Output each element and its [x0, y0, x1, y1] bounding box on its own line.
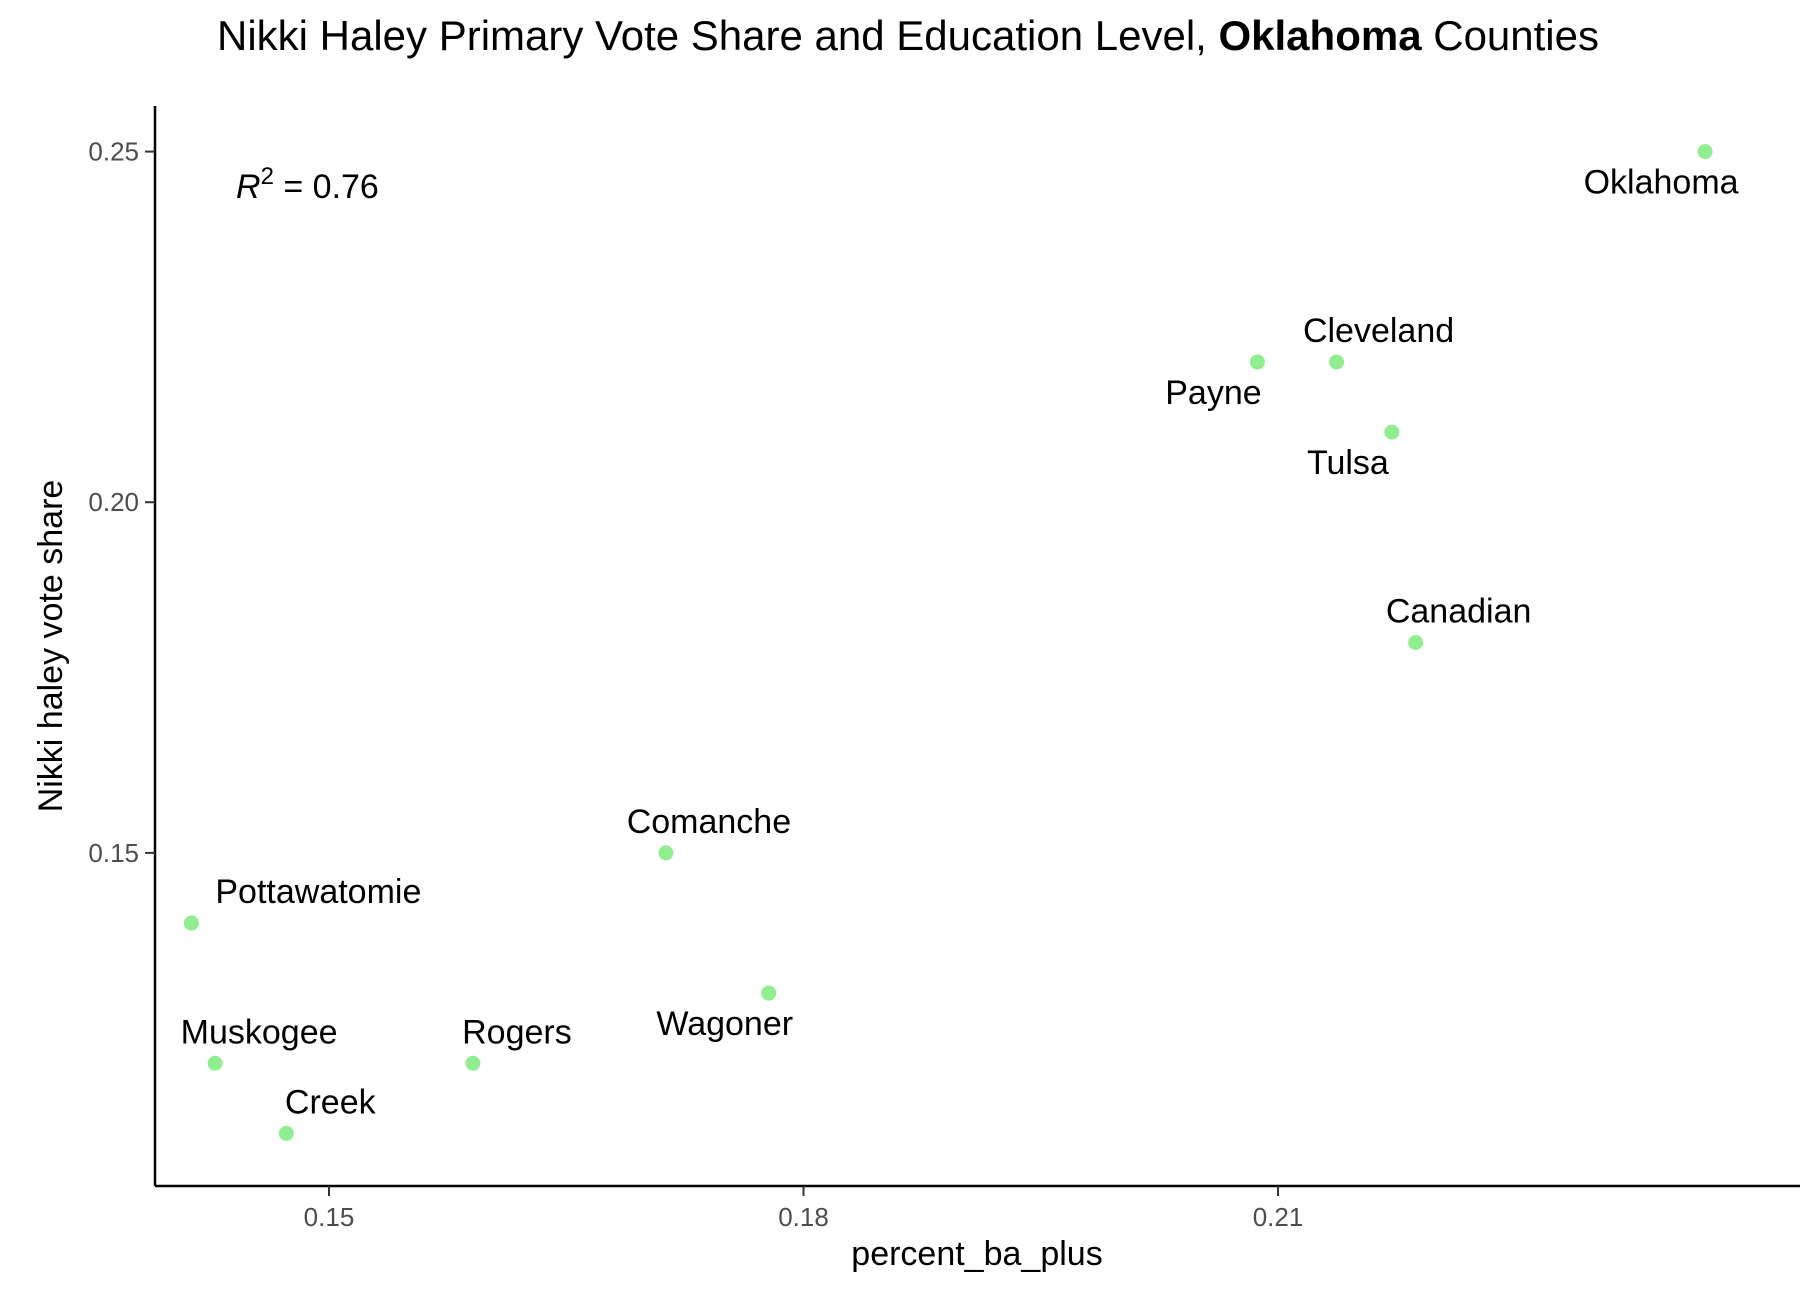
r-squared-value: = 0.76 [274, 168, 379, 206]
scatter-point-canadian [1408, 634, 1424, 650]
chart-title-part-2: Counties [1422, 12, 1599, 59]
y-axis-ticks: 0.15 0.20 0.25 [88, 137, 155, 868]
chart-title: Nikki Haley Primary Vote Share and Educa… [217, 12, 1599, 59]
y-axis-title: Nikki haley vote share [32, 480, 70, 813]
r-squared-superscript: 2 [261, 163, 274, 190]
y-tick-label: 0.15 [88, 838, 139, 868]
point-label-creek: Creek [285, 1083, 377, 1121]
scatter-point-cleveland [1329, 354, 1345, 370]
x-axis-title: percent_ba_plus [851, 1235, 1102, 1273]
x-tick-label: 0.18 [778, 1202, 829, 1232]
plot-area: Oklahoma Cleveland Payne Tulsa Canadian Coman… [181, 144, 1739, 1141]
y-tick-label: 0.20 [88, 487, 139, 517]
point-label-tulsa: Tulsa [1307, 444, 1389, 482]
scatter-point-comanche [658, 845, 674, 861]
scatter-point-rogers [465, 1055, 481, 1071]
x-tick-label: 0.15 [304, 1202, 355, 1232]
chart-title-part-1: Oklahoma [1218, 12, 1422, 59]
scatter-point-pottawatomie [183, 915, 199, 931]
point-label-pottawatomie: Pottawatomie [215, 873, 421, 911]
point-label-rogers: Rogers [462, 1013, 572, 1051]
x-tick-label: 0.21 [1253, 1202, 1304, 1232]
scatter-point-tulsa [1384, 424, 1400, 440]
point-label-cleveland: Cleveland [1303, 312, 1454, 350]
r-squared-symbol: R [236, 168, 261, 206]
point-label-oklahoma: Oklahoma [1584, 164, 1739, 202]
point-label-payne: Payne [1165, 374, 1261, 412]
scatter-point-muskogee [207, 1055, 223, 1071]
y-tick-label: 0.25 [88, 137, 139, 167]
scatter-point-wagoner [761, 985, 777, 1001]
point-label-muskogee: Muskogee [181, 1013, 338, 1051]
point-label-comanche: Comanche [627, 803, 791, 841]
r-squared-annotation: R2 = 0.76 [236, 163, 379, 206]
scatter-point-oklahoma [1697, 144, 1713, 160]
x-axis-ticks: 0.15 0.18 0.21 [304, 1186, 1304, 1232]
point-label-wagoner: Wagoner [656, 1005, 793, 1043]
scatter-point-creek [278, 1125, 294, 1141]
point-label-canadian: Canadian [1386, 592, 1532, 630]
chart-title-part-0: Nikki Haley Primary Vote Share and Educa… [217, 12, 1219, 59]
scatter-point-payne [1249, 354, 1265, 370]
